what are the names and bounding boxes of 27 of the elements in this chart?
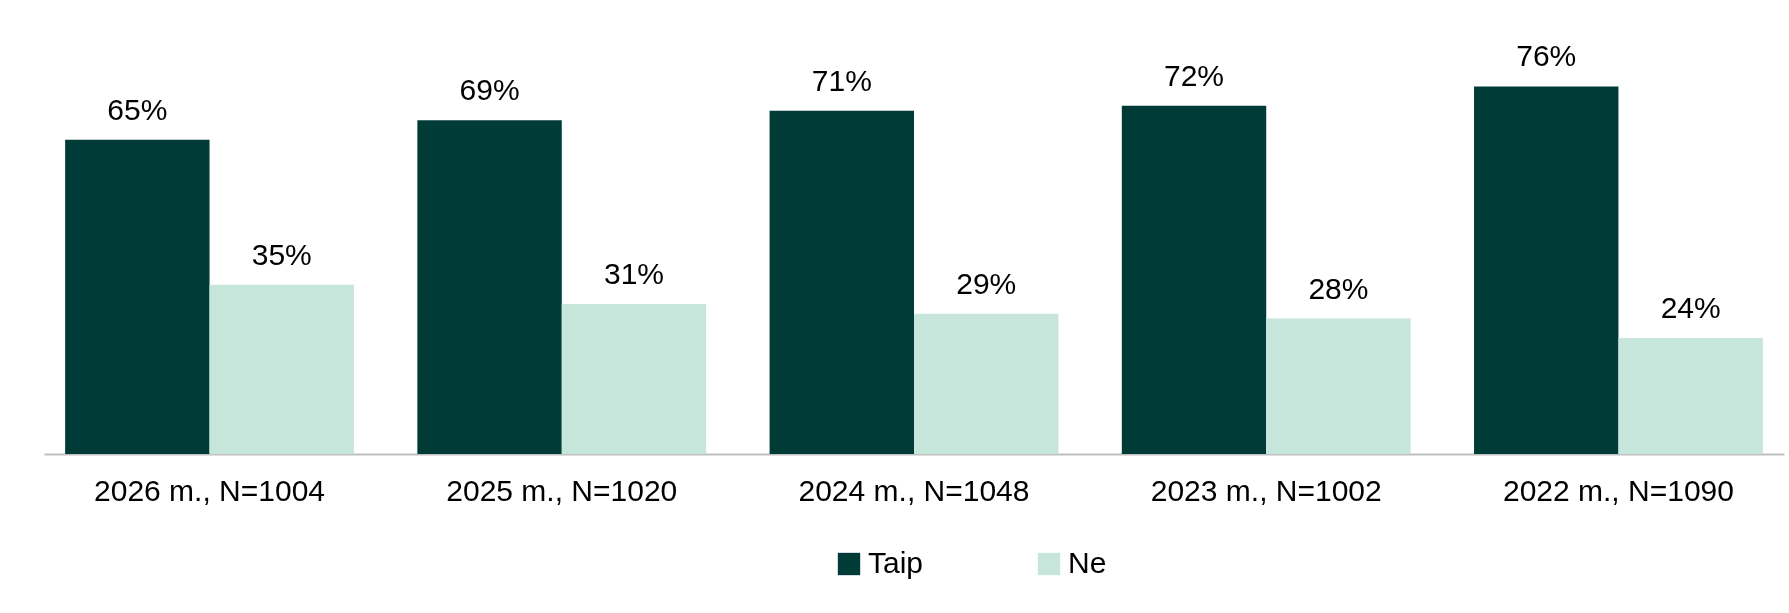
bar xyxy=(769,110,914,454)
bar xyxy=(1474,86,1619,454)
data-label: 35% xyxy=(251,237,312,271)
x-tick-label: 2026 m., N=1004 xyxy=(94,473,326,507)
bar xyxy=(1266,318,1411,454)
x-tick-label: 2025 m., N=1020 xyxy=(446,473,678,507)
data-label: 76% xyxy=(1516,39,1577,73)
data-label: 28% xyxy=(1308,271,1369,305)
data-label: 69% xyxy=(459,73,520,107)
bar xyxy=(1618,337,1763,454)
data-label: 72% xyxy=(1164,58,1225,92)
legend-label: Taip xyxy=(868,546,924,579)
bar xyxy=(914,313,1059,454)
data-label: 29% xyxy=(956,266,1017,300)
bar xyxy=(417,120,562,454)
bar xyxy=(1121,105,1267,454)
bar xyxy=(65,139,210,454)
data-label: 71% xyxy=(811,63,872,97)
bar xyxy=(209,284,354,454)
x-tick-label: 2023 m., N=1002 xyxy=(1150,473,1382,507)
x-tick-label: 2022 m., N=1090 xyxy=(1502,473,1734,507)
data-label: 24% xyxy=(1660,290,1721,324)
data-label: 65% xyxy=(107,92,168,126)
legend-label: Ne xyxy=(1068,546,1107,579)
x-tick-label: 2024 m., N=1048 xyxy=(798,473,1030,507)
data-label: 31% xyxy=(603,257,664,291)
bar xyxy=(561,304,707,454)
